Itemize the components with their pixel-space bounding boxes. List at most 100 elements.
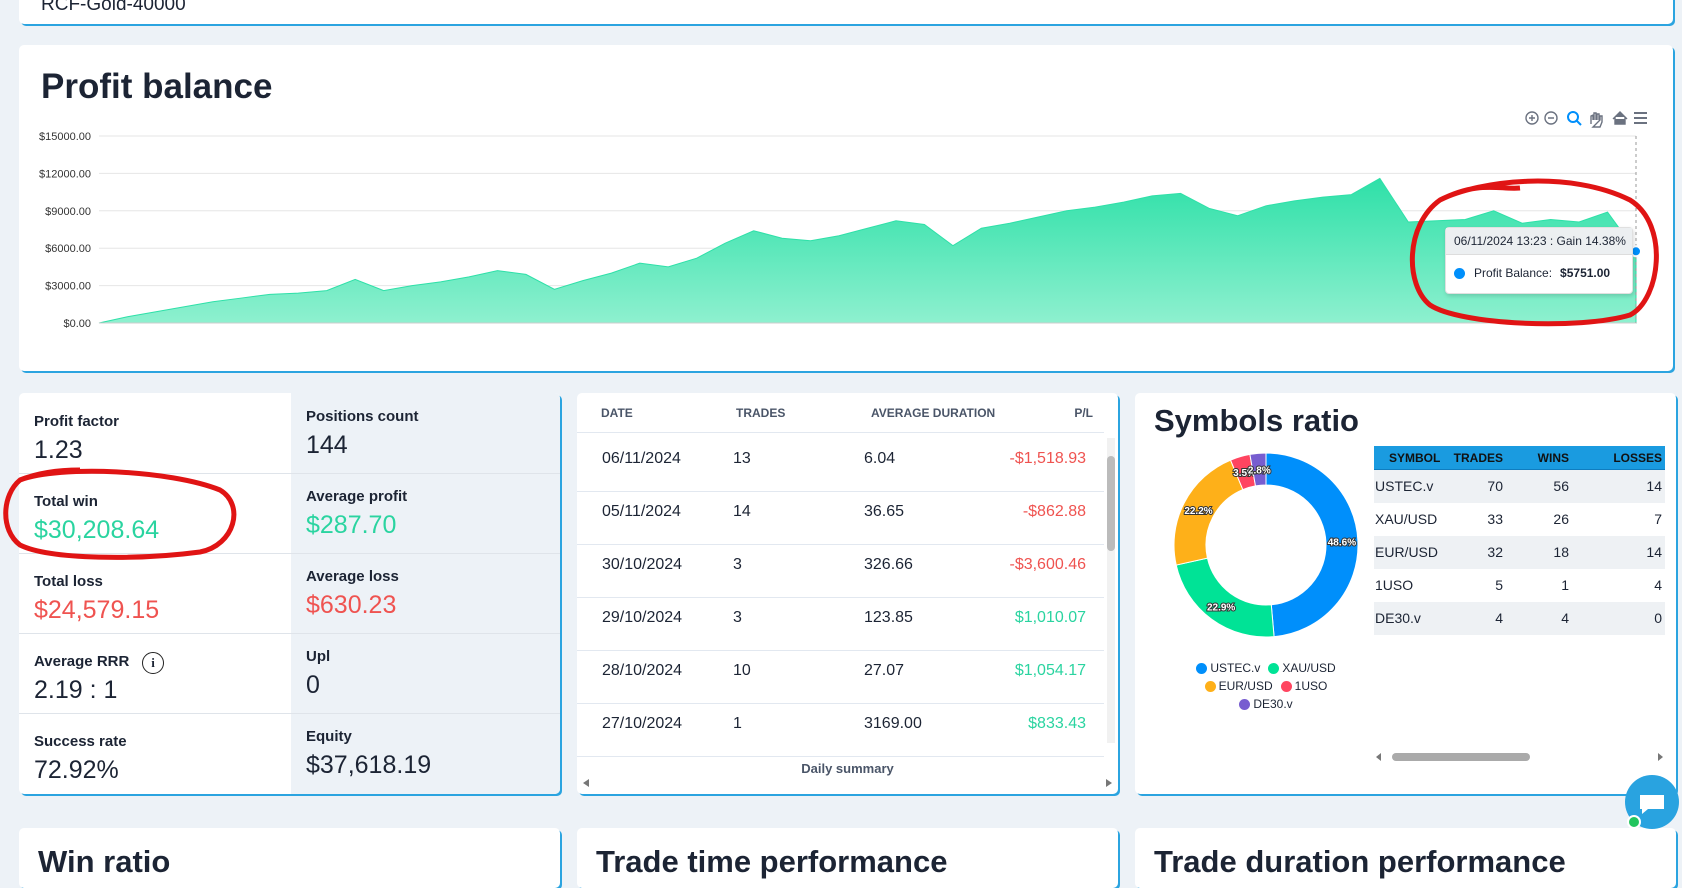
stat-label: Upl: [306, 648, 331, 665]
cell: 5: [1495, 577, 1503, 593]
stat-label: Average RRR: [34, 653, 130, 670]
legend-item[interactable]: XAU/USD: [1268, 659, 1336, 677]
stat-label: Total win: [34, 493, 98, 510]
cell: 06/11/2024: [602, 450, 681, 467]
stats-card: Profit factor 1.23 Positions count 144 Total…: [19, 393, 560, 794]
y-tick-label: $15000.00: [39, 131, 91, 143]
h-scroll[interactable]: [1374, 751, 1665, 763]
column-header: TRADES: [1453, 451, 1503, 465]
cell: 27.07: [864, 662, 905, 679]
chat-icon: [1640, 795, 1664, 814]
legend-label: EUR/USD: [1218, 679, 1273, 693]
cell: 27/10/2024: [602, 715, 683, 732]
y-tick-label: $9000.00: [45, 206, 91, 218]
cell: XAU/USD: [1375, 511, 1438, 527]
caption: Daily summary: [801, 761, 894, 776]
profit-card: Profit balance $0.00 $3000.00 $6000.00 $900…: [19, 45, 1673, 371]
legend-label: XAU/USD: [1282, 661, 1336, 675]
cell: 70: [1487, 478, 1503, 494]
cell: $833.43: [1028, 715, 1086, 732]
cell: 14: [1646, 478, 1662, 494]
tooltip-body: Profit Balance: $5751.00: [1446, 255, 1632, 291]
account-name: RCF-Gold-40000: [41, 0, 186, 15]
card: Win ratio: [19, 828, 560, 888]
stat-label: Average loss: [306, 568, 399, 585]
cell: 29/10/2024: [602, 609, 683, 626]
table-row: XAU/USD 33 26 7: [1374, 503, 1665, 536]
symbols-card: Symbols ratio 48.6% 22.9% 22.2% 3.5% 2.8% US…: [1135, 393, 1676, 794]
stat-label: Equity: [306, 728, 352, 745]
legend-swatch: [1196, 662, 1208, 674]
stat-value: $630.23: [306, 591, 397, 619]
cell: $1,054.17: [1014, 662, 1086, 679]
info-icon[interactable]: i: [142, 652, 164, 674]
cell: 3169.00: [864, 715, 922, 732]
stat-value: $24,579.15: [34, 596, 160, 624]
legend-swatch: [1268, 662, 1280, 674]
y-tick-label: $6000.00: [45, 243, 91, 255]
symbols-table: SYMBOL TRADES WINS LOSSES USTEC.v 70 56 14 XAU/U…: [1374, 446, 1665, 635]
stat-value: $30,208.64: [34, 516, 160, 544]
tooltip-title: 06/11/2024 13:23 : Gain 14.38%: [1446, 228, 1632, 255]
column-header: TRADES: [736, 406, 786, 420]
cell: 13: [733, 450, 751, 467]
cell: 1: [1561, 577, 1569, 593]
cell: 4: [1561, 610, 1569, 626]
row-rule: [19, 553, 560, 554]
cell: 56: [1553, 478, 1569, 494]
cell: 33: [1487, 511, 1503, 527]
legend: USTEC.v XAU/USD EUR/USD 1USO DE30.v: [1176, 659, 1356, 713]
table-row: 1USO 5 1 4: [1374, 569, 1665, 602]
legend-swatch: [1204, 680, 1216, 692]
slice-label: 3.5%: [1233, 468, 1256, 479]
cell: 14: [1646, 544, 1662, 560]
y-tick-label: $12000.00: [39, 168, 91, 180]
stat-value: $37,618.19: [306, 751, 432, 779]
tooltip-value: $5751.00: [1560, 266, 1611, 280]
cell: USTEC.v: [1375, 478, 1434, 494]
h-scroll[interactable]: [577, 773, 1118, 794]
legend-item[interactable]: USTEC.v: [1196, 659, 1260, 677]
scroll-track: [1107, 438, 1115, 743]
cell: 05/11/2024: [602, 503, 681, 520]
y-tick-label: $3000.00: [45, 281, 91, 293]
cell: 18: [1553, 544, 1569, 560]
legend-item[interactable]: EUR/USD: [1204, 677, 1273, 695]
column-header: WINS: [1537, 451, 1569, 465]
header-rule: [577, 432, 1104, 433]
table-row: DE30.v 4 4 0: [1374, 602, 1665, 635]
stat-value: 144: [306, 431, 348, 459]
row-rule: [19, 633, 560, 634]
row-rule: [577, 756, 1104, 757]
tooltip-series: Profit Balance:: [1474, 266, 1553, 280]
stat-label: Total loss: [34, 573, 103, 590]
cell: -$1,518.93: [1009, 450, 1086, 467]
stat-label: Success rate: [34, 733, 127, 750]
cell: 3: [733, 556, 742, 573]
stat-value: 1.23: [34, 436, 83, 464]
cell: EUR/USD: [1375, 544, 1439, 560]
legend-item[interactable]: 1USO: [1280, 677, 1328, 695]
cell: 123.85: [864, 609, 913, 626]
toolbar[interactable]: [1525, 111, 1647, 128]
cell: 36.65: [864, 503, 905, 520]
cell: 4: [1495, 610, 1503, 626]
cell: 6.04: [864, 450, 896, 467]
daily-card: Daily summary DATE TRADES AVERAGE DURATION…: [577, 393, 1118, 794]
scroll-thumb[interactable]: [1107, 456, 1115, 551]
card-title: Trade duration performance: [1154, 844, 1566, 879]
legend-item[interactable]: DE30.v: [1239, 695, 1293, 713]
card-title: Profit balance: [41, 67, 273, 106]
stat-value: 72.92%: [34, 756, 119, 784]
legend-label: 1USO: [1294, 679, 1328, 693]
slice-label: 22.2%: [1184, 506, 1212, 517]
legend-swatch: [1239, 698, 1251, 710]
cell: DE30.v: [1375, 610, 1421, 626]
row-rule: [577, 650, 1104, 651]
card-title: Trade time performance: [596, 844, 948, 879]
row-rule: [577, 703, 1104, 704]
row-rule: [577, 597, 1104, 598]
table-row: EUR/USD 32 18 14: [1374, 536, 1665, 569]
cell: 4: [1654, 577, 1662, 593]
cell: 32: [1487, 544, 1503, 560]
